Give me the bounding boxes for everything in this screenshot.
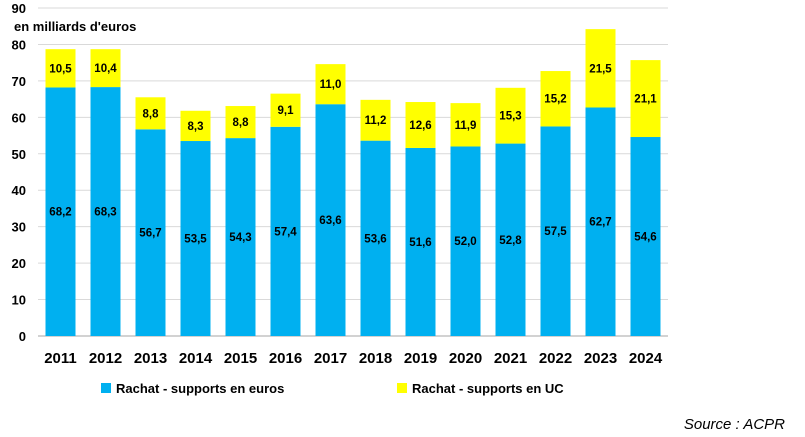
data-label: 8,8 — [143, 108, 160, 120]
y-tick-label: 70 — [12, 74, 26, 89]
x-tick-label: 2020 — [449, 350, 482, 367]
bar-segment-uc — [495, 87, 526, 144]
bar-segment-euros — [585, 107, 616, 336]
source-note: Source : ACPR — [683, 416, 785, 433]
bars: 68,2 10,5 68,3 10,4 56,7 8,8 53,5 8,3 54,3 8,8 57,… — [45, 29, 661, 337]
x-tick-label: 2021 — [494, 350, 527, 367]
legend-swatch — [101, 383, 111, 393]
data-label: 63,6 — [319, 215, 341, 227]
data-label: 62,7 — [589, 217, 611, 229]
y-tick-label: 50 — [12, 147, 26, 162]
data-label: 53,5 — [184, 234, 207, 246]
legend-swatch — [397, 383, 407, 393]
bar-segment-euros — [315, 104, 346, 336]
data-label: 10,5 — [49, 63, 72, 75]
data-label: 8,3 — [188, 121, 204, 133]
x-tick-label: 2022 — [539, 350, 572, 367]
y-tick-label: 0 — [19, 329, 26, 344]
bar-segment-euros — [360, 140, 391, 336]
data-label: 53,6 — [364, 233, 386, 245]
bar-segment-uc — [630, 60, 661, 138]
x-tick-label: 2011 — [44, 350, 77, 367]
x-tick-label: 2014 — [179, 350, 213, 367]
bar-segment-euros — [540, 126, 571, 336]
data-label: 10,4 — [94, 63, 117, 75]
data-label: 8,8 — [233, 117, 250, 129]
bar-segment-euros — [630, 137, 661, 336]
data-label: 11,2 — [365, 115, 387, 127]
data-label: 21,5 — [589, 63, 612, 75]
x-tick-label: 2017 — [314, 350, 347, 367]
x-tick-label: 2024 — [629, 350, 663, 367]
bar-segment-euros — [270, 126, 301, 336]
bar-segment-uc — [585, 29, 616, 108]
legend-label: Rachat - supports en UC — [412, 381, 564, 396]
y-tick-label: 60 — [12, 110, 26, 125]
bar-segment-uc — [450, 103, 481, 147]
y-tick-label: 80 — [12, 37, 26, 52]
y-tick-label: 30 — [12, 220, 26, 235]
bar-segment-uc — [135, 97, 166, 130]
data-label: 68,3 — [94, 207, 116, 219]
bar-segment-uc — [540, 71, 571, 127]
bar-segment-uc — [180, 110, 211, 142]
data-label: 57,4 — [274, 226, 297, 238]
bar-segment-euros — [225, 138, 256, 336]
y-tick-label: 10 — [12, 293, 26, 308]
x-tick-label: 2015 — [224, 350, 257, 367]
data-label: 51,6 — [409, 237, 431, 249]
x-tick-label: 2012 — [89, 350, 122, 367]
bar-segment-euros — [90, 87, 121, 336]
bar-segment-uc — [315, 64, 346, 105]
y-tick-label: 40 — [12, 183, 26, 198]
data-label: 54,3 — [229, 232, 251, 244]
bar-segment-euros — [405, 147, 436, 336]
data-label: 15,3 — [499, 111, 521, 123]
bar-segment-uc — [45, 49, 76, 88]
data-label: 15,2 — [544, 94, 566, 106]
bar-segment-uc — [225, 106, 256, 139]
bar-segment-euros — [495, 143, 526, 336]
y-tick-label: 90 — [12, 1, 26, 16]
data-label: 68,2 — [49, 207, 71, 219]
data-label: 52,8 — [499, 235, 522, 247]
x-tick-label: 2018 — [359, 350, 392, 367]
data-label: 11,9 — [455, 120, 477, 132]
bar-segment-uc — [90, 49, 121, 88]
y-tick-label: 20 — [12, 256, 26, 271]
data-label: 11,0 — [320, 79, 342, 91]
bar-segment-euros — [450, 146, 481, 336]
bar-segment-uc — [405, 102, 436, 148]
bar-segment-uc — [360, 99, 391, 141]
data-label: 54,6 — [634, 232, 656, 244]
data-label: 52,0 — [454, 236, 476, 248]
y-axis-unit-label: en milliards d'euros — [14, 19, 136, 34]
legend-label: Rachat - supports en euros — [116, 381, 284, 396]
x-tick-label: 2019 — [404, 350, 437, 367]
data-label: 9,1 — [278, 105, 295, 117]
x-tick-label: 2016 — [269, 350, 302, 367]
x-tick-label: 2023 — [584, 350, 617, 367]
bar-segment-uc — [270, 93, 301, 127]
legend: Rachat - supports en euros Rachat - suppo… — [101, 381, 564, 396]
bar-segment-euros — [45, 87, 76, 337]
bar-segment-euros — [180, 141, 211, 336]
data-label: 57,5 — [544, 226, 567, 238]
x-axis: 2011 2012 2013 2014 2015 2016 2017 2018 2019 2020… — [44, 350, 663, 367]
y-axis: 0 10 20 30 40 50 60 70 80 90 — [12, 1, 26, 344]
data-label: 56,7 — [139, 228, 161, 240]
x-tick-label: 2013 — [134, 350, 167, 367]
bar-segment-euros — [135, 129, 166, 336]
data-label: 21,1 — [634, 94, 657, 106]
data-label: 12,6 — [409, 120, 431, 132]
